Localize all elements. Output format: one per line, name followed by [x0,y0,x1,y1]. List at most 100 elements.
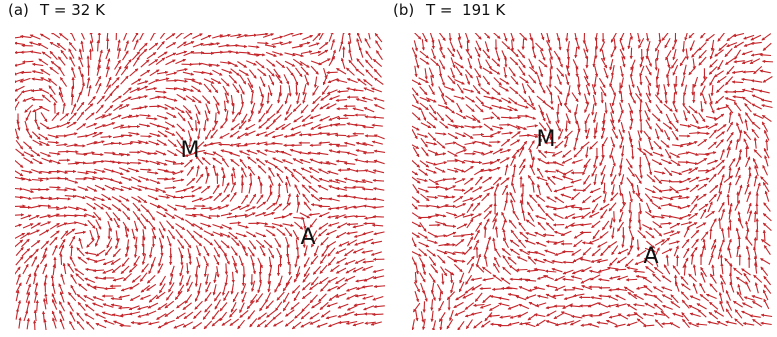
field-arrow [84,304,95,312]
field-arrow [177,239,185,249]
field-arrow [230,172,234,185]
field-arrow [183,185,195,191]
field-arrow [745,245,751,257]
field-arrow [696,193,707,201]
field-arrow [761,114,772,123]
field-arrow [250,102,256,114]
field-arrow [502,255,510,265]
field-arrow [526,84,535,94]
field-arrow [334,214,346,219]
field-arrow [736,245,740,258]
field-arrow [492,237,496,249]
field-arrow [259,76,266,88]
field-arrow [715,131,725,139]
field-arrow [56,142,68,147]
field-arrow [112,170,124,176]
field-arrow [669,204,682,209]
field-arrow [100,135,113,139]
field-arrow [32,196,44,200]
field-arrow [555,121,561,132]
field-arrow [85,161,97,165]
field-arrow [373,77,384,85]
field-arrow [43,318,47,330]
field-arrow [562,277,574,281]
field-arrow [492,176,502,186]
field-arrow [372,169,385,174]
field-arrow [507,304,519,310]
field-arrow [518,58,526,69]
field-arrow [370,240,383,245]
field-arrow [700,76,708,87]
field-arrow [708,129,717,139]
field-arrow [67,262,75,273]
field-arrow [465,104,475,113]
field-arrow [508,219,517,229]
vector-field [15,33,385,330]
field-arrow [232,166,236,179]
field-arrow [373,134,385,140]
field-arrow [678,151,690,156]
field-arrow [680,275,689,286]
field-arrow [665,254,669,266]
field-arrow [148,263,154,275]
field-arrow [700,231,709,241]
field-arrow [156,313,167,320]
field-arrow [137,140,149,145]
field-arrow [327,78,339,84]
field-arrow [68,291,77,302]
field-arrow [591,84,597,96]
field-arrow [76,152,88,157]
field-arrow [67,179,79,184]
field-arrow [545,240,558,244]
field-arrow [266,59,276,67]
field-arrow [247,77,254,89]
field-arrow [31,62,44,67]
field-arrow [571,269,583,275]
defect-label: A [300,225,315,250]
field-arrow [753,137,757,149]
field-arrow [688,176,700,183]
field-arrow [86,76,91,89]
field-arrow [317,49,329,57]
field-arrow [760,321,772,326]
field-arrow [165,87,178,91]
field-arrow [165,59,176,66]
field-arrow [345,286,358,292]
field-arrow [49,152,61,156]
field-arrow [708,254,714,266]
field-arrow [15,85,25,92]
field-arrow [299,41,311,46]
field-arrow [725,104,734,114]
field-arrow [310,123,321,130]
field-arrow [744,156,751,168]
field-arrow [165,52,177,59]
field-arrow [219,232,231,238]
field-arrow [70,273,77,284]
field-arrow [698,56,707,66]
field-arrow [138,42,148,52]
field-arrow [501,211,508,223]
field-arrow [490,131,502,137]
field-arrow [229,191,237,202]
field-arrow [527,256,537,265]
field-arrow [537,221,546,231]
field-arrow [241,291,247,303]
field-arrow [69,311,76,322]
field-arrow [59,113,69,121]
field-arrow [551,259,563,264]
field-arrow [22,263,29,275]
field-arrow [25,128,33,139]
field-arrow [607,295,619,301]
field-arrow [611,155,616,167]
field-arrow [201,206,213,210]
field-arrow [529,33,533,41]
field-arrow [509,248,520,256]
field-arrow [193,310,202,319]
field-arrow [37,42,49,50]
field-arrow [412,170,419,176]
field-arrow [621,236,625,248]
field-arrow [420,193,430,202]
field-arrow [724,97,736,102]
field-arrow [495,50,501,62]
field-arrow [572,293,585,298]
